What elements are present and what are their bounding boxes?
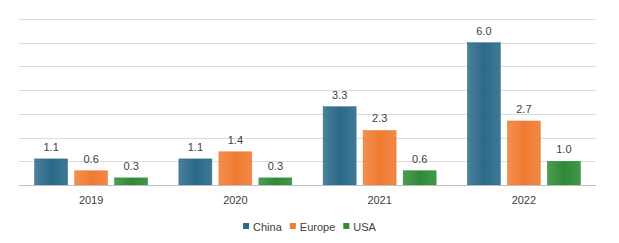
grid-line [19,66,596,67]
grid-line [19,19,596,20]
bar [75,171,108,185]
bar [115,178,148,185]
data-label: 1.0 [556,143,571,155]
x-tick-label: 2020 [223,194,247,206]
grid-line [19,185,596,186]
chart-container: 1.1 1.1 3.3 6.0 0.6 1.4 2.3 2.7 0.3 0.3 0.6 1.0 2019… [0,0,619,243]
data-label: 2.7 [516,103,531,115]
bar [403,171,436,185]
grid-line [19,90,596,91]
bar [507,121,540,185]
bar [259,178,292,185]
legend-label: Europe [300,221,335,233]
grid-line [19,114,596,115]
legend-swatch [290,223,296,229]
x-tick-label: 2022 [512,194,536,206]
data-labels: 1.1 1.1 3.3 6.0 0.6 1.4 2.3 2.7 0.3 0.3 0.6 1.0 [43,25,571,172]
legend-item: Europe [290,221,335,233]
chart-svg: 1.1 1.1 3.3 6.0 0.6 1.4 2.3 2.7 0.3 0.3 0.6 1.0 2019… [0,0,619,243]
bars [35,43,581,185]
bar [323,107,356,185]
data-label: 0.3 [123,160,138,172]
bar [363,130,396,185]
bar [547,161,580,185]
data-label: 1.1 [188,141,203,153]
bar [219,152,252,185]
data-label: 0.6 [412,153,427,165]
legend-label: China [253,221,283,233]
bar [179,159,212,185]
legend-label: USA [353,221,376,233]
x-axis-labels: 2019 2020 2021 2022 [79,194,536,206]
legend-swatch [243,223,249,229]
bar [35,159,68,185]
data-label: 2.3 [372,112,387,124]
legend-item: USA [343,221,376,233]
grid-line [19,43,596,44]
data-label: 6.0 [476,25,491,37]
legend: China Europe USA [243,221,377,233]
x-tick-label: 2021 [367,194,391,206]
data-label: 1.1 [43,141,58,153]
grid [19,20,596,186]
data-label: 0.3 [268,160,283,172]
bar [467,43,500,185]
legend-swatch [343,223,349,229]
data-label: 1.4 [228,134,243,146]
legend-item: China [243,221,283,233]
data-label: 0.6 [83,153,98,165]
data-label: 3.3 [332,89,347,101]
x-tick-label: 2019 [79,194,103,206]
